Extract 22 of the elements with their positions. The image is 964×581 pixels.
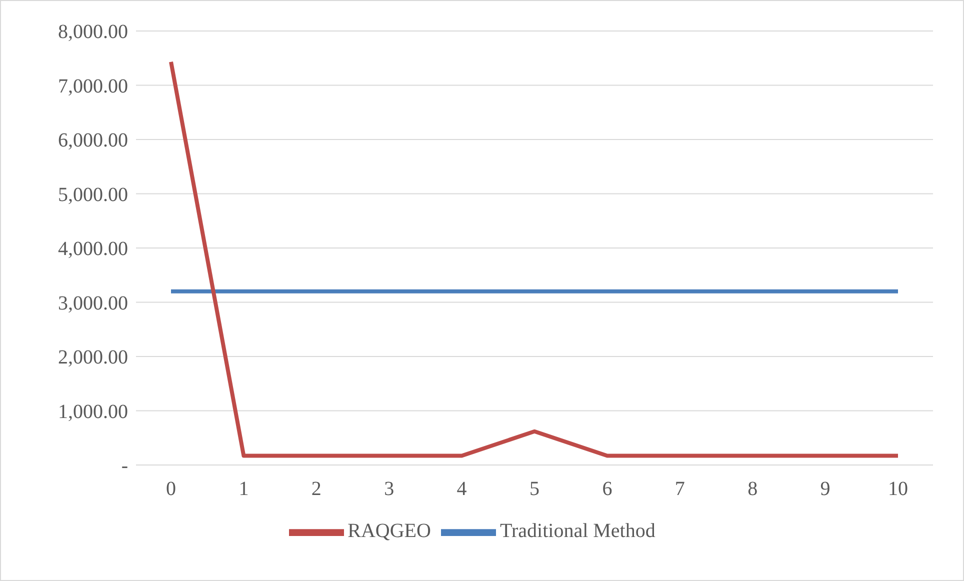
x-tick-label: 3	[384, 478, 394, 500]
x-tick-label: 0	[166, 478, 176, 500]
x-tick-label: 5	[530, 478, 540, 500]
legend-label: Traditional Method	[500, 520, 656, 542]
y-tick-label: 5,000.00	[58, 184, 128, 206]
y-tick-label: 3,000.00	[58, 292, 128, 314]
y-tick-label: 8,000.00	[58, 21, 128, 44]
legend-label: RAQGEO	[348, 520, 431, 542]
y-tick-label: 2,000.00	[58, 346, 128, 369]
x-tick-label: 4	[456, 478, 467, 500]
y-tick-label: 4,000.00	[58, 238, 128, 260]
y-tick-label: 7,000.00	[58, 75, 128, 98]
x-tick-label: 9	[820, 478, 830, 500]
x-tick-label: 7	[674, 478, 685, 500]
y-tick-label: 6,000.00	[58, 130, 128, 152]
x-tick-label: 10	[888, 478, 908, 500]
y-tick-label: 1,000.00	[58, 400, 128, 423]
y-tick-label: -	[121, 455, 128, 478]
x-tick-label: 1	[238, 478, 249, 500]
x-tick-label: 8	[748, 478, 758, 500]
x-tick-label: 2	[311, 478, 322, 500]
x-tick-label: 6	[602, 478, 612, 500]
